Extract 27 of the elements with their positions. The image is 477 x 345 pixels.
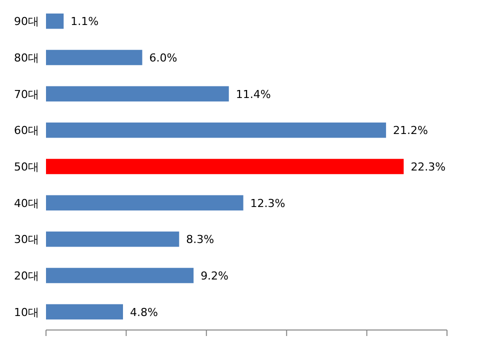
bar <box>46 195 244 210</box>
bar <box>46 268 194 284</box>
y-tick-label: 90대 <box>14 15 39 28</box>
bar <box>46 158 404 174</box>
data-label: 4.8% <box>130 306 158 319</box>
y-tick-label: 70대 <box>14 88 39 101</box>
bar <box>46 14 64 29</box>
y-tick-label: 60대 <box>14 124 39 138</box>
data-label: 21.2% <box>393 124 428 138</box>
data-label: 9.2% <box>200 270 229 282</box>
y-tick-label: 50대 <box>14 160 39 174</box>
y-tick-label: 80대 <box>14 52 39 64</box>
data-label: 22.3% <box>410 160 446 174</box>
y-tick-label: 30대 <box>14 233 39 246</box>
bar <box>46 122 386 138</box>
y-tick-label: 10대 <box>14 306 39 319</box>
y-tick-label: 40대 <box>14 196 39 210</box>
y-tick-label: 20대 <box>14 270 39 282</box>
bar <box>46 232 180 247</box>
data-label: 8.3% <box>186 233 214 246</box>
data-label: 1.1% <box>70 15 99 28</box>
bar <box>46 86 229 102</box>
bar <box>46 50 142 66</box>
bar <box>46 304 123 320</box>
data-label: 11.4% <box>236 88 271 101</box>
data-label: 12.3% <box>250 196 286 210</box>
data-label: 6.0% <box>149 52 178 64</box>
